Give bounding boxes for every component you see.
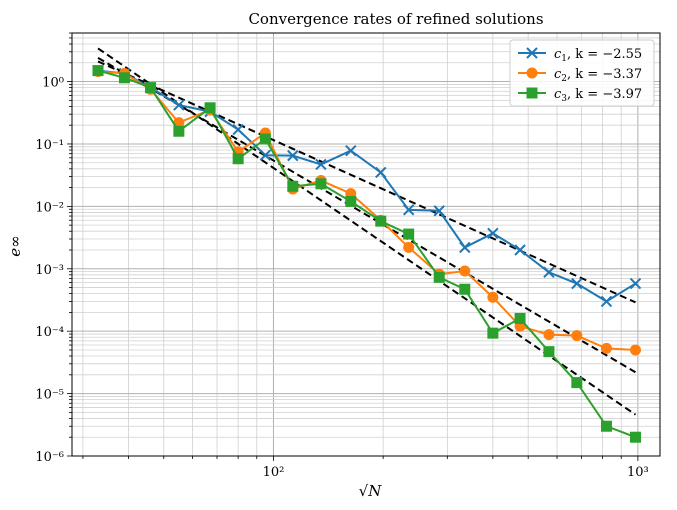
data-point [345,144,357,157]
y-tick-label: 10⁰ [42,76,64,91]
legend-marker [526,67,538,79]
plot-frame [71,32,661,457]
legend-subscript: 1 [561,54,567,64]
data-point [92,65,104,77]
data-point [487,291,499,303]
data-point [232,153,244,165]
data-point [433,205,445,217]
legend-subscript: 3 [561,94,567,104]
x-tick-label: 10² [263,465,285,480]
data-point [543,329,555,341]
legend-box [509,39,655,107]
data-point [600,342,612,354]
y-axis-label: e∞ [6,235,24,256]
data-point [287,180,299,192]
data-point [629,344,641,356]
y-tick-label: 10⁻⁴ [35,325,64,340]
marker-x-stroke [514,244,526,256]
data-point [287,149,299,162]
y-tick-label: 10⁻² [35,200,64,215]
y-tick-label: 10⁻⁶ [35,450,64,465]
marker-x-stroke [600,295,613,308]
y-tick-label: 10⁻⁵ [35,388,64,403]
data-point [459,241,471,254]
data-point [459,265,471,277]
legend-var: c [554,87,562,102]
legend-item-2: c2, k = −3.37 [518,67,642,84]
marker-x-stroke [487,227,499,240]
marker-x-stroke [433,205,445,217]
series-3 [92,65,641,443]
data-point [571,330,583,342]
legend-rate: , k = −3.97 [567,87,642,102]
legend-label: c1, k = −2.55 [554,47,642,64]
fit-line-1 [97,60,636,304]
data-point [375,215,387,227]
marker-x-stroke [629,277,642,290]
legend-label: c3, k = −3.97 [554,87,642,104]
data-point [571,277,583,290]
marker-x-stroke [259,149,272,161]
data-point [118,72,130,84]
legend-rate: , k = −2.55 [567,47,642,62]
marker-x-stroke [571,277,583,290]
data-point [173,99,185,111]
data-point [514,244,526,256]
data-point [600,420,612,432]
data-point [514,312,526,324]
y-tick-label: 10⁻¹ [35,138,64,153]
data-point [259,133,271,145]
data-point [629,431,641,443]
data-point [403,241,415,253]
marker-x-stroke [459,241,471,254]
data-point [204,102,216,114]
legend-var: c [554,47,562,62]
data-point [315,158,327,171]
data-point [315,178,327,190]
data-point [173,125,185,137]
marker-x-stroke [375,166,387,179]
marker-x-stroke [232,123,244,136]
marker-x-stroke [402,204,415,216]
marker-x-stroke [543,266,555,278]
data-point [459,283,471,295]
data-point [433,271,445,283]
data-point [487,227,499,240]
y-tick-label: 10⁻³ [35,263,64,278]
data-point [629,277,642,290]
data-point [259,149,272,161]
x-axis-label: √N [359,482,383,500]
marker-x-stroke [526,47,538,59]
legend-subscript: 2 [561,74,567,84]
data-point [571,377,583,389]
x-tick-label: 10³ [627,465,649,480]
axis-ticks: 10² 10³ 10⁻⁶ 10⁻⁵ 10⁻⁴ 10⁻³ 10⁻² 10⁻¹ 10⁰ [35,32,649,480]
marker-x-stroke [287,149,299,162]
data-point [402,204,415,216]
legend-marker [526,47,538,59]
data-series [92,64,642,443]
fit-line-2 [97,56,636,374]
marker-x-stroke [345,144,357,157]
legend-item-3: c3, k = −3.97 [518,87,642,104]
data-point [543,266,555,278]
chart-title: Convergence rates of refined solutions [248,10,543,28]
legend-label: c2, k = −3.37 [554,67,642,84]
data-point [232,123,244,136]
marker-x-stroke [173,99,185,111]
data-point [600,295,613,308]
data-point [487,327,499,339]
data-point [345,195,357,207]
data-point [403,228,415,240]
legend-item-1: c1, k = −2.55 [518,47,642,64]
marker-x-stroke [315,158,327,171]
legend-marker [526,87,538,99]
data-point [543,346,555,358]
data-point [375,166,387,179]
legend-var: c [554,67,562,82]
legend-rate: , k = −3.37 [567,67,642,82]
data-point [145,82,157,94]
